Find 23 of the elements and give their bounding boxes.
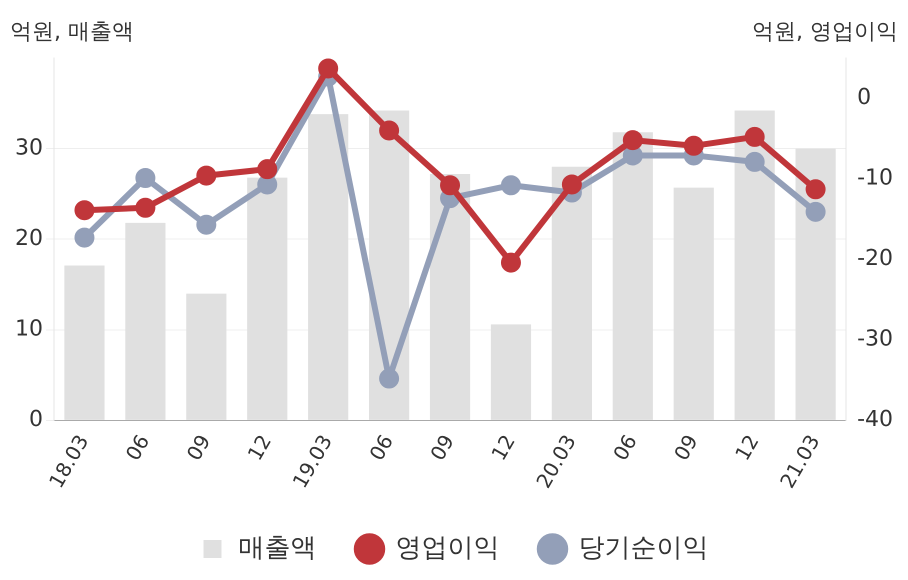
y-tick-label: 20 xyxy=(14,226,43,251)
y2-tick-label: -20 xyxy=(857,246,894,272)
y-tick-label: 0 xyxy=(28,407,43,432)
y-axis-title: 억원, 매출액 xyxy=(10,20,134,45)
x-tick-label: 06 xyxy=(364,430,398,465)
x-tick-label: 06 xyxy=(120,430,154,465)
x-tick-label: 09 xyxy=(182,430,216,465)
x-tick-label: 12 xyxy=(730,430,764,465)
legend-label: 당기순이익 xyxy=(578,532,708,563)
y2-tick-label: 0 xyxy=(857,84,872,110)
y2-tick-label: -10 xyxy=(857,166,894,191)
x-tick-label: 12 xyxy=(486,430,520,465)
y2-tick-label: -40 xyxy=(857,407,894,432)
y-tick-label: 10 xyxy=(14,316,43,342)
y-tick-label: 30 xyxy=(14,135,43,160)
x-tick-label: 12 xyxy=(242,430,276,465)
y2-axis-title: 억원, 영업이익 xyxy=(752,20,898,45)
legend-label: 매출액 xyxy=(238,532,316,563)
x-tick-label: 06 xyxy=(608,430,642,465)
x-tick-label: 09 xyxy=(425,430,459,465)
x-tick-label: 09 xyxy=(669,430,703,465)
y2-tick-label: -30 xyxy=(857,326,894,352)
legend-label: 영업이익 xyxy=(396,532,500,563)
